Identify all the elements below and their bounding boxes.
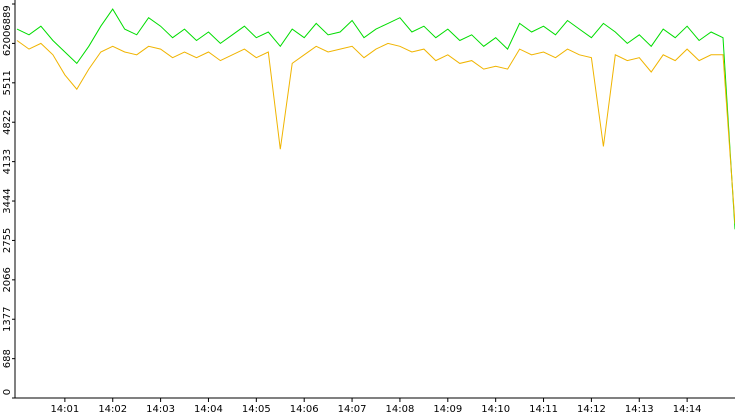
x-tick-label: 14:11 (529, 404, 558, 415)
y-tick-label: 2066 (2, 267, 13, 292)
x-tick-label: 14:03 (146, 404, 175, 415)
y-tick-label: 1377 (2, 307, 13, 332)
y-tick-label: 6889 (2, 5, 13, 30)
x-tick-label: 14:10 (481, 404, 510, 415)
y-tick-label: 0 (2, 389, 13, 395)
y-tick-label: 4822 (2, 109, 13, 134)
x-tick-label: 14:14 (673, 404, 702, 415)
y-tick-label: 4133 (2, 149, 13, 174)
x-tick-label: 14:06 (290, 404, 319, 415)
y-tick-label: 688 (2, 349, 13, 368)
x-tick-label: 14:12 (577, 404, 606, 415)
x-tick-label: 14:04 (194, 404, 223, 415)
x-tick-label: 14:08 (386, 404, 415, 415)
y-tick-label: 3444 (2, 188, 13, 213)
series-line (16, 40, 735, 224)
x-tick-label: 14:01 (50, 404, 79, 415)
x-tick-label: 14:13 (625, 404, 654, 415)
y-tick-label: 6200 (2, 31, 13, 56)
y-tick-label: 5511 (2, 70, 13, 95)
series-line (16, 8, 735, 230)
x-tick-label: 14:07 (338, 404, 367, 415)
y-tick-label: 2755 (2, 228, 13, 253)
x-tick-label: 14:09 (433, 404, 462, 415)
x-tick-label: 14:02 (98, 404, 127, 415)
x-tick-label: 14:05 (242, 404, 271, 415)
